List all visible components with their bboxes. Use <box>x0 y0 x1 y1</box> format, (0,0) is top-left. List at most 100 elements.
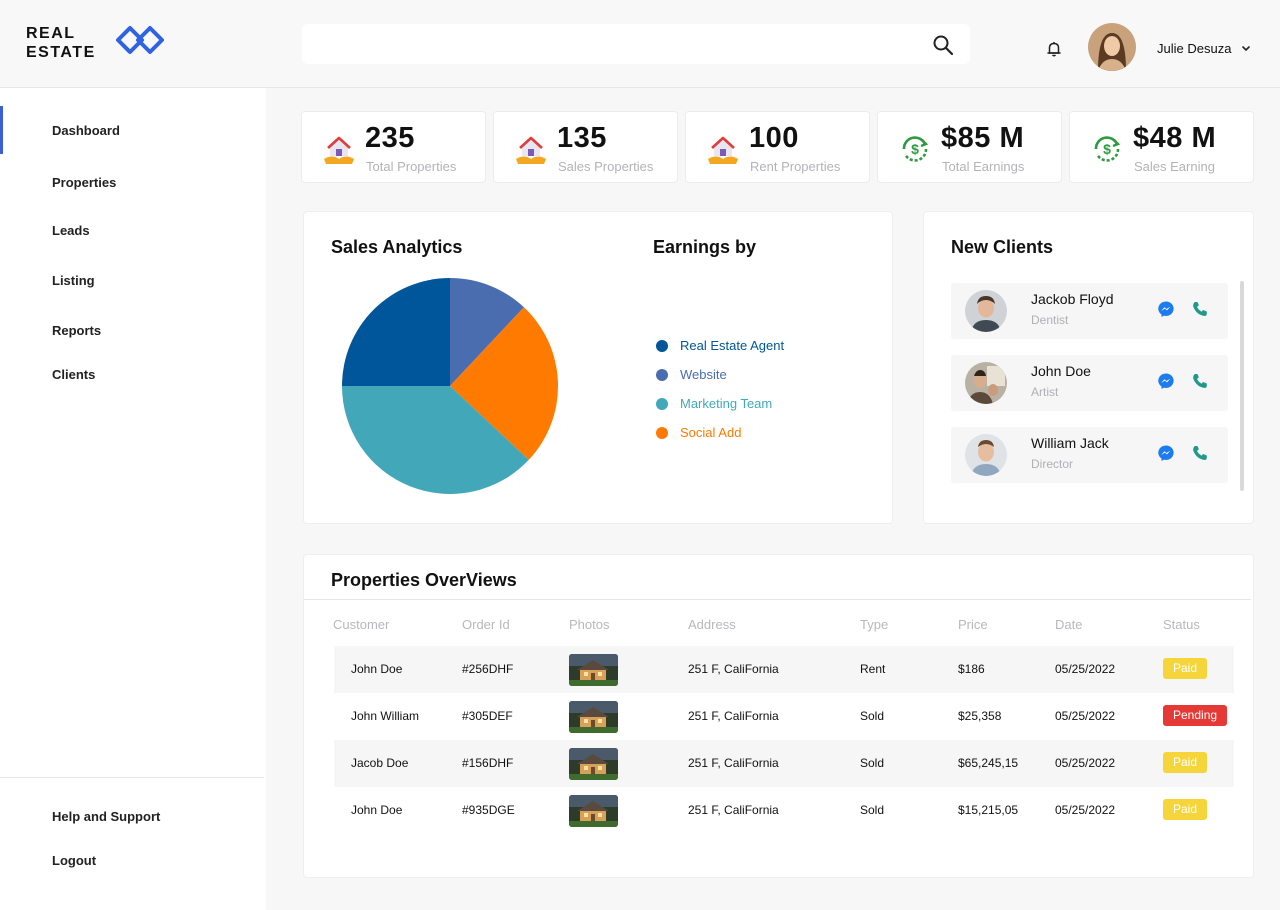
client-name: Jackob Floyd <box>1031 291 1114 307</box>
column-header-status[interactable]: Status <box>1163 617 1200 632</box>
cell-type: Rent <box>860 662 886 676</box>
sidebar-item-leads[interactable]: Leads <box>52 223 90 238</box>
notification-bell-icon[interactable] <box>1045 40 1063 58</box>
property-photo[interactable] <box>569 748 618 780</box>
legend-item[interactable]: Social Add <box>656 425 741 440</box>
column-header-date[interactable]: Date <box>1055 617 1083 632</box>
dollar-cycle-icon: $ <box>1094 136 1121 162</box>
status-badge: Paid <box>1163 752 1208 773</box>
stat-card-total-properties[interactable]: 235 Total Properties <box>301 111 486 183</box>
legend-dot <box>656 368 668 381</box>
sidebar-item-reports[interactable]: Reports <box>52 323 102 338</box>
house-hand-icon <box>516 136 546 164</box>
brand-logo[interactable]: REAL ESTATE <box>26 24 164 62</box>
messenger-icon[interactable] <box>1157 300 1175 318</box>
stat-value: $85 M <box>941 122 1025 154</box>
pie-slice-marketing-team[interactable] <box>342 386 529 494</box>
column-header-photos[interactable]: Photos <box>569 617 610 632</box>
stat-card-sales-properties[interactable]: 135 Sales Properties <box>493 111 678 183</box>
stat-value: 135 <box>557 122 607 154</box>
sidebar: Dashboard Properties Leads Listing Repor… <box>0 88 266 910</box>
properties-overview-panel <box>303 554 1254 878</box>
stat-card-rent-properties[interactable]: 100 Rent Properties <box>685 111 870 183</box>
brand-line-1: REAL <box>26 25 76 42</box>
stat-label: Total Earnings <box>942 159 1025 174</box>
phone-icon[interactable] <box>1191 372 1209 390</box>
search-input[interactable] <box>302 24 912 64</box>
cell-customer: John William <box>351 709 420 723</box>
legend-label: Website <box>680 367 727 382</box>
cell-customer: John Doe <box>351 803 403 817</box>
property-photo[interactable] <box>569 701 618 733</box>
client-role: Director <box>1031 457 1074 471</box>
legend-item[interactable]: Marketing Team <box>656 396 772 411</box>
sidebar-active-indicator <box>0 106 3 154</box>
cell-price: $25,358 <box>958 709 1002 723</box>
legend-item[interactable]: Website <box>656 367 727 382</box>
legend-dot <box>656 426 668 439</box>
sidebar-item-help[interactable]: Help and Support <box>52 809 161 824</box>
pie-slice-website[interactable] <box>450 278 524 386</box>
client-name: John Doe <box>1031 363 1091 379</box>
client-portrait-icon <box>965 434 1007 476</box>
client-card[interactable]: Jackob Floyd Dentist <box>951 283 1228 339</box>
column-header-customer[interactable]: Customer <box>333 617 390 632</box>
column-header-type[interactable]: Type <box>860 617 889 632</box>
stat-card-total-earnings[interactable]: $ $85 M Total Earnings <box>877 111 1062 183</box>
cell-date: 05/25/2022 <box>1055 756 1116 770</box>
stat-value: 100 <box>749 122 799 154</box>
user-portrait-icon <box>1088 23 1136 71</box>
sales-pie-chart <box>342 278 558 494</box>
sidebar-divider <box>0 777 264 778</box>
sidebar-item-dashboard[interactable]: Dashboard <box>52 123 120 138</box>
legend-label: Social Add <box>680 425 742 440</box>
stat-value: 235 <box>365 122 415 154</box>
legend-dot <box>656 397 668 410</box>
legend-item[interactable]: Real Estate Agent <box>656 338 784 353</box>
cell-order: #256DHF <box>462 662 514 676</box>
column-header-order-id[interactable]: Order Id <box>462 617 510 632</box>
sidebar-item-clients[interactable]: Clients <box>52 367 96 382</box>
table-row[interactable]: John Doe #256DHF 251 F, CaliFornia Rent $186… <box>334 646 1234 693</box>
clients-scrollbar[interactable] <box>1240 281 1244 491</box>
stat-card-sales-earning[interactable]: $ $48 M Sales Earning <box>1069 111 1254 183</box>
chevron-down-icon[interactable] <box>1241 45 1251 53</box>
cell-order: #935DGE <box>462 803 515 817</box>
column-header-price[interactable]: Price <box>958 617 988 632</box>
cell-address: 251 F, CaliFornia <box>688 756 779 770</box>
cell-type: Sold <box>860 709 885 723</box>
stat-label: Rent Properties <box>750 159 841 174</box>
phone-icon[interactable] <box>1191 300 1209 318</box>
pie-slice-real-estate-agent[interactable] <box>342 278 450 386</box>
property-photo[interactable] <box>569 654 618 686</box>
client-card[interactable]: John Doe Artist <box>951 355 1228 411</box>
table-row[interactable]: Jacob Doe #156DHF 251 F, CaliFornia Sold $65… <box>334 740 1234 787</box>
properties-overview-title: Properties OverViews <box>331 570 517 590</box>
phone-icon[interactable] <box>1191 444 1209 462</box>
property-photo[interactable] <box>569 795 618 827</box>
user-name[interactable]: Julie Desuza <box>1157 41 1232 56</box>
table-row[interactable]: John William #305DEF 251 F, CaliFornia Sold… <box>334 693 1234 740</box>
user-avatar[interactable] <box>1088 23 1136 71</box>
column-header-address[interactable]: Address <box>688 617 736 632</box>
cell-price: $65,245,15 <box>958 756 1019 770</box>
pie-slice-social-add[interactable] <box>450 307 558 460</box>
cell-price: $15,215,05 <box>958 803 1019 817</box>
cell-order: #156DHF <box>462 756 514 770</box>
sidebar-item-properties[interactable]: Properties <box>52 175 117 190</box>
client-card[interactable]: William Jack Director <box>951 427 1228 483</box>
sidebar-item-logout[interactable]: Logout <box>52 853 97 868</box>
search-icon[interactable] <box>932 34 954 56</box>
sidebar-item-listing[interactable]: Listing <box>52 273 95 288</box>
legend-label: Marketing Team <box>680 396 773 411</box>
messenger-icon[interactable] <box>1157 444 1175 462</box>
table-row[interactable]: John Doe #935DGE 251 F, CaliFornia Sold $15,… <box>334 787 1234 834</box>
stat-label: Sales Earning <box>1134 159 1215 174</box>
table-divider <box>303 599 1251 600</box>
messenger-icon[interactable] <box>1157 372 1175 390</box>
cell-address: 251 F, CaliFornia <box>688 803 779 817</box>
earnings-by-title: Earnings by <box>653 237 757 257</box>
stat-value: $48 M <box>1133 122 1217 154</box>
cell-date: 05/25/2022 <box>1055 662 1116 676</box>
new-clients-title: New Clients <box>951 237 1054 257</box>
